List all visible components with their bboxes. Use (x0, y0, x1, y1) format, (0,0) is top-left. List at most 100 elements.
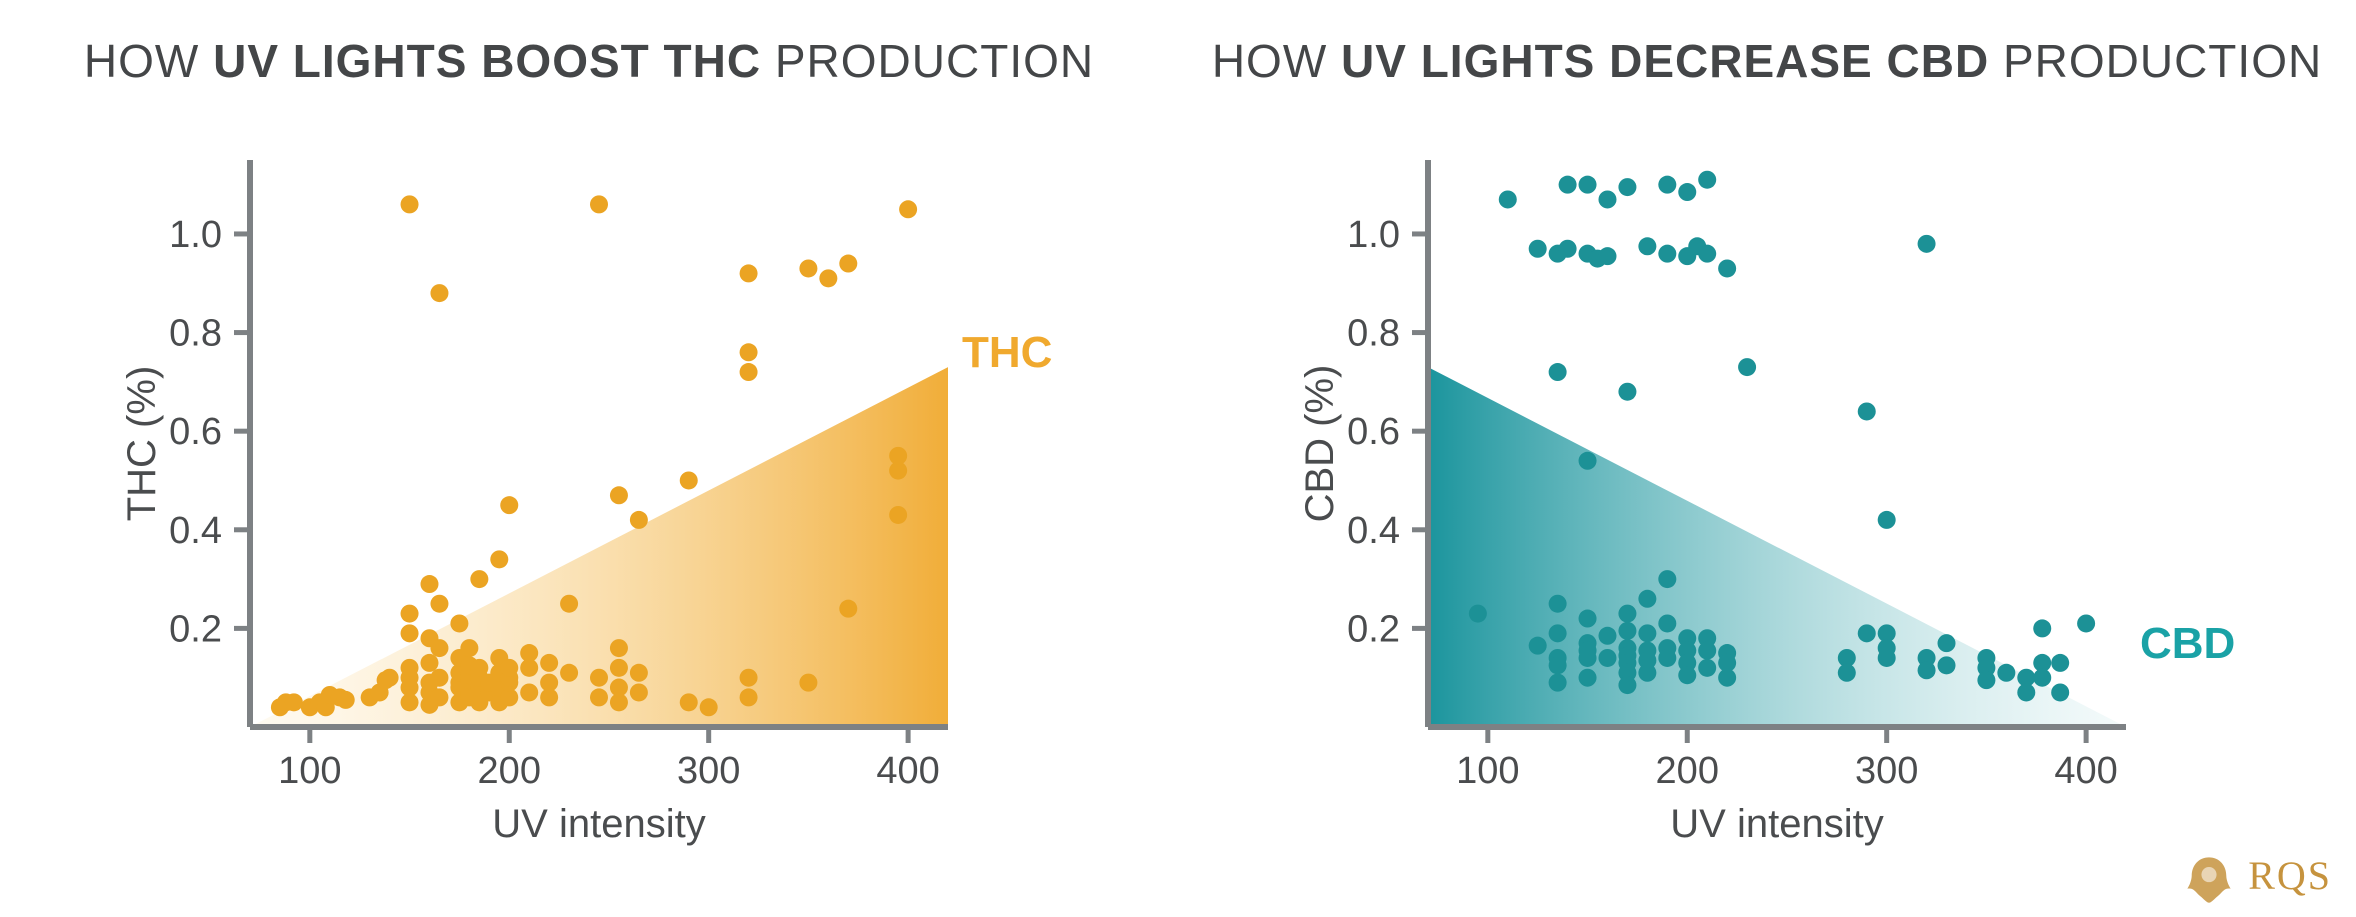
data-point (1678, 666, 1696, 684)
y-axis-label: THC (%) (120, 366, 164, 522)
data-point (610, 639, 628, 657)
data-point (1938, 656, 1956, 674)
data-point (740, 343, 758, 361)
data-point (420, 654, 438, 672)
title-cbd: HOW UV LIGHTS DECREASE CBD PRODUCTION (1178, 34, 2356, 88)
data-point (337, 691, 355, 709)
title-thc: HOW UV LIGHTS BOOST THC PRODUCTION (0, 34, 1178, 88)
data-point (540, 674, 558, 692)
data-point (680, 471, 698, 489)
panel-cbd: HOW UV LIGHTS DECREASE CBD PRODUCTION 0.… (1178, 0, 2356, 917)
data-point (285, 693, 303, 711)
data-point (1579, 176, 1597, 194)
data-point (2051, 683, 2069, 701)
logo-text: RQS (2248, 853, 2332, 898)
x-tick-label: 200 (1656, 750, 1719, 792)
data-point (889, 506, 907, 524)
data-point (1977, 671, 1995, 689)
data-point (1598, 627, 1616, 645)
data-point (1858, 624, 1876, 642)
x-axis-label: UV intensity (1670, 802, 1883, 846)
data-point (450, 614, 468, 632)
data-point (1638, 237, 1656, 255)
series-label: CBD (2140, 619, 2235, 668)
data-point (839, 600, 857, 618)
data-point (1997, 664, 2015, 682)
data-point (1598, 190, 1616, 208)
x-tick-label: 100 (1456, 750, 1519, 792)
scatter-chart-cbd: 0.20.40.60.81.0100200300400UV intensityC… (1298, 150, 2236, 857)
data-point (430, 639, 448, 657)
data-point (520, 683, 538, 701)
data-point (1658, 570, 1676, 588)
title-pre: HOW (1212, 35, 1341, 87)
data-point (1549, 363, 1567, 381)
data-point (470, 570, 488, 588)
data-point (1698, 171, 1716, 189)
data-point (430, 688, 448, 706)
data-point (1938, 634, 1956, 652)
data-point (630, 683, 648, 701)
scatter-chart-thc: 0.20.40.60.81.0100200300400UV intensityT… (120, 150, 1058, 857)
panel-thc: HOW UV LIGHTS BOOST THC PRODUCTION 0.20.… (0, 0, 1178, 917)
data-point (1529, 240, 1547, 258)
data-point (839, 255, 857, 273)
data-point (740, 688, 758, 706)
data-point (740, 669, 758, 687)
data-point (1549, 595, 1567, 613)
data-point (819, 269, 837, 287)
title-post: PRODUCTION (761, 35, 1094, 87)
data-point (700, 698, 718, 716)
data-point (1598, 247, 1616, 265)
data-point (401, 659, 419, 677)
x-tick-label: 400 (2054, 750, 2117, 792)
data-point (1738, 358, 1756, 376)
data-point (1559, 176, 1577, 194)
data-point (1918, 235, 1936, 253)
data-point (799, 259, 817, 277)
data-point (401, 624, 419, 642)
y-tick-label: 1.0 (169, 214, 222, 256)
data-point (401, 195, 419, 213)
x-axis-label: UV intensity (492, 802, 705, 846)
data-point (799, 674, 817, 692)
data-point (460, 639, 478, 657)
data-point (1718, 259, 1736, 277)
title-post: PRODUCTION (1989, 35, 2322, 87)
data-point (1618, 383, 1636, 401)
data-point (1618, 178, 1636, 196)
data-point (500, 659, 518, 677)
y-tick-label: 0.2 (1347, 608, 1400, 650)
data-point (1658, 176, 1676, 194)
data-point (2077, 614, 2095, 632)
data-point (1579, 669, 1597, 687)
data-point (590, 669, 608, 687)
data-point (470, 659, 488, 677)
data-point (430, 669, 448, 687)
data-point (1618, 622, 1636, 640)
data-point (1529, 637, 1547, 655)
data-point (1469, 605, 1487, 623)
data-point (381, 669, 399, 687)
data-point (1598, 649, 1616, 667)
data-point (2051, 654, 2069, 672)
y-axis-label: CBD (%) (1298, 365, 1342, 523)
data-point (1618, 676, 1636, 694)
data-point (1499, 190, 1517, 208)
data-point (1878, 649, 1896, 667)
data-point (1559, 240, 1577, 258)
data-point (1858, 402, 1876, 420)
data-point (420, 575, 438, 593)
data-point (610, 679, 628, 697)
y-tick-label: 0.6 (169, 411, 222, 453)
data-point (1658, 614, 1676, 632)
data-point (430, 595, 448, 613)
data-point (630, 664, 648, 682)
data-point (740, 363, 758, 381)
data-point (490, 550, 508, 568)
data-point (1698, 642, 1716, 660)
brand-logo: RQS (2182, 852, 2332, 907)
data-point (500, 496, 518, 514)
data-point (1549, 674, 1567, 692)
title-pre: HOW (84, 35, 213, 87)
